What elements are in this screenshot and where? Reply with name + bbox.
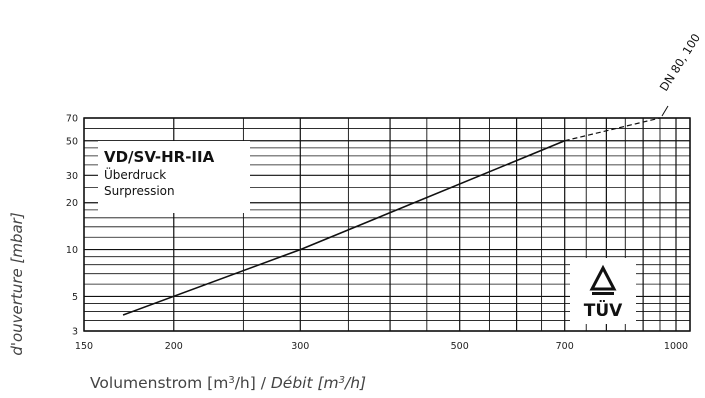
- x-tick-label: 500: [451, 341, 469, 352]
- x-tick-label: 200: [165, 341, 183, 352]
- chart-title: VD/SV-HR-IIA: [104, 148, 215, 166]
- y-tick-label: 10: [66, 245, 78, 256]
- y-tick-label: 70: [66, 114, 78, 125]
- chart-label-box: VD/SV-HR-IIA Überdruck Surpression: [98, 141, 250, 213]
- series: [122, 105, 669, 316]
- tick-labels: 150 200 300 500 700 1000 3 5 10 20 30 50 70: [66, 114, 688, 353]
- x-axis-title: Volumenstrom [m3/h] / Débit [m3/h]: [90, 374, 366, 392]
- y-tick-label: 50: [66, 136, 78, 147]
- tuv-logo-text: TÜV: [584, 299, 623, 321]
- axes: [83, 117, 691, 332]
- series-line-extension: [564, 117, 661, 142]
- tuv-triangle-icon: [589, 264, 617, 291]
- plot-frame: [83, 117, 691, 332]
- y-tick-label: 5: [72, 292, 78, 303]
- x-tick-label: 300: [291, 341, 309, 352]
- series-label-leader: [661, 105, 669, 117]
- chart-subtitle-de: Überdruck: [104, 166, 166, 182]
- x-tick-label: 700: [556, 341, 574, 352]
- y-tick-label: 30: [66, 171, 78, 182]
- series-line: [122, 140, 566, 316]
- y-axis-title: d'ouverture [mbar]: [8, 212, 26, 355]
- y-tick-label: 3: [72, 327, 78, 338]
- tuv-logo: TÜV: [570, 258, 636, 324]
- chart-subtitle-fr: Surpression: [104, 184, 175, 198]
- x-tick-label: 1000: [664, 341, 688, 352]
- y-tick-label: 20: [66, 198, 78, 209]
- x-tick-label: 150: [75, 341, 93, 352]
- series-label: DN 80, 100: [657, 31, 703, 94]
